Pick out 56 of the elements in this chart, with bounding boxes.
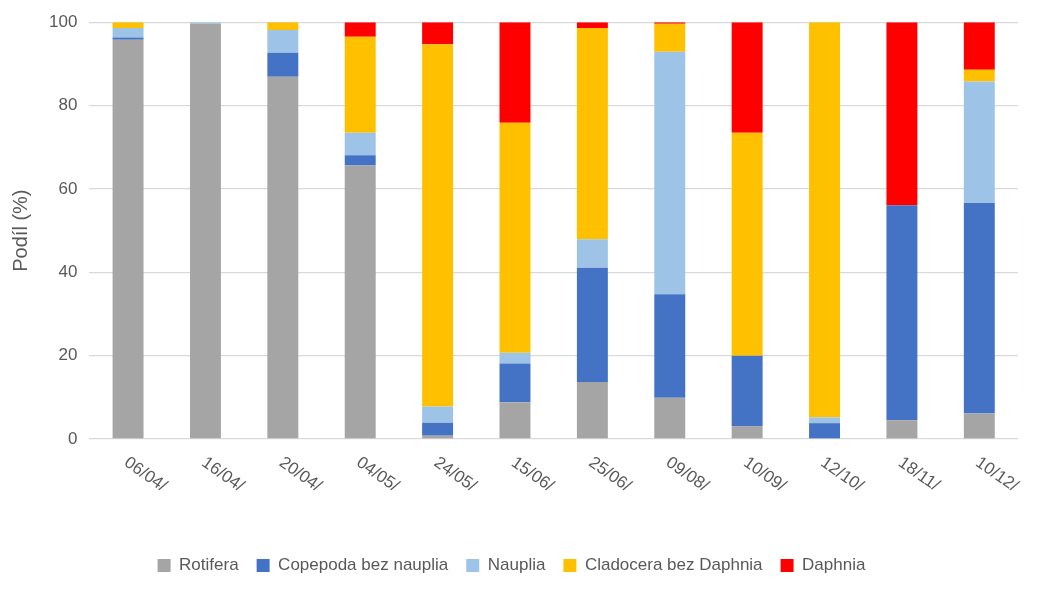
bar bbox=[499, 402, 531, 439]
bar bbox=[886, 420, 918, 439]
bar bbox=[654, 294, 686, 398]
bar bbox=[499, 363, 531, 403]
y-tick-label: 20 bbox=[58, 345, 78, 365]
bar bbox=[344, 22, 376, 37]
legend-label: Nauplia bbox=[487, 555, 546, 575]
bar bbox=[267, 52, 299, 77]
bar bbox=[963, 22, 995, 70]
y-axis-title: Podíl (%) bbox=[8, 189, 31, 272]
bar bbox=[112, 28, 144, 38]
bar bbox=[344, 155, 376, 166]
bar bbox=[809, 417, 841, 424]
bar bbox=[267, 30, 299, 53]
bar bbox=[963, 413, 995, 439]
bar bbox=[344, 165, 376, 439]
bar bbox=[576, 267, 608, 382]
legend-label: Cladocera bez Daphnia bbox=[584, 555, 764, 575]
y-tick-label: 100 bbox=[48, 11, 78, 31]
bar bbox=[112, 37, 144, 40]
bar bbox=[886, 205, 918, 421]
y-tick-label: 80 bbox=[58, 95, 78, 115]
bar bbox=[499, 22, 531, 123]
y-tick-label: 0 bbox=[67, 428, 78, 448]
bar bbox=[809, 423, 841, 439]
bar bbox=[731, 132, 763, 356]
bar bbox=[499, 122, 531, 353]
bar bbox=[963, 203, 995, 414]
bar bbox=[267, 76, 299, 439]
bar bbox=[344, 132, 376, 156]
bar bbox=[422, 44, 454, 407]
bar bbox=[654, 23, 686, 52]
bar bbox=[731, 426, 763, 439]
legend-label: Rotifera bbox=[179, 555, 240, 575]
bar bbox=[576, 28, 608, 240]
bar bbox=[344, 36, 376, 133]
legend-label: Daphnia bbox=[802, 555, 866, 575]
bar bbox=[189, 23, 221, 439]
y-tick-label: 60 bbox=[58, 178, 78, 198]
bar bbox=[654, 397, 686, 439]
legend-label: Copepoda bez nauplia bbox=[278, 555, 449, 575]
bar bbox=[809, 22, 841, 418]
bar bbox=[576, 239, 608, 268]
y-tick-label: 40 bbox=[58, 261, 78, 281]
bar bbox=[422, 422, 454, 436]
bar bbox=[963, 81, 995, 204]
bar bbox=[731, 355, 763, 427]
bar bbox=[963, 69, 995, 82]
bar bbox=[422, 22, 454, 45]
bar bbox=[576, 381, 608, 439]
bar bbox=[112, 39, 144, 439]
bar bbox=[654, 51, 686, 295]
bar bbox=[731, 22, 763, 133]
bar bbox=[886, 22, 918, 206]
bar bbox=[422, 406, 454, 423]
bar bbox=[499, 352, 531, 364]
